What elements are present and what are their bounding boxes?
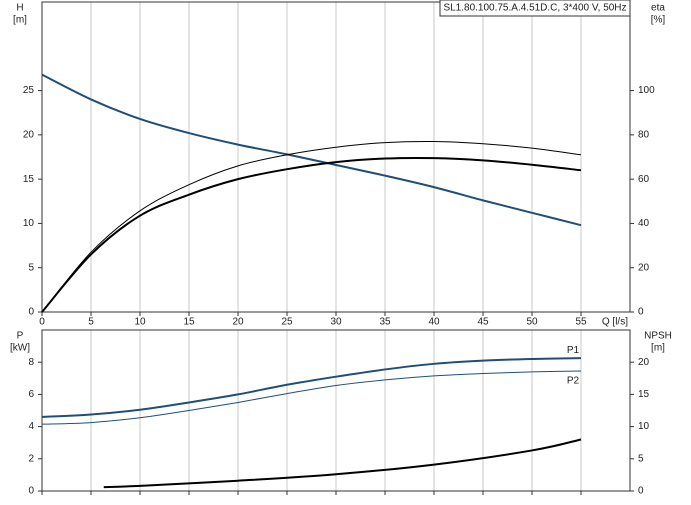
series-line [41,73,582,227]
x-axis-label: Q [l/s] [602,317,628,328]
x-tick-label: 30 [330,317,342,328]
x-tick-label: 5 [88,317,94,328]
y2-tick-label: 20 [638,357,650,368]
y2-tick-label: 0 [638,486,644,497]
y2-axis-unit: [m] [651,343,665,354]
y-tick-label: 8 [28,357,34,368]
y2-axis-label: NPSH [644,331,672,342]
y-tick-label: 5 [28,262,34,273]
y-axis-label: P [17,331,24,342]
y-tick-label: 2 [28,453,34,464]
series-line [41,357,582,418]
series-label: P2 [567,376,580,387]
plot-frame [41,329,631,492]
x-tick-label: 45 [477,317,489,328]
y2-tick-label: 0 [638,307,644,318]
x-tick-label: 40 [428,317,440,328]
series-line [41,156,582,313]
x-tick-label: 35 [379,317,391,328]
y2-axis-label: eta [651,3,665,14]
x-tick-label: 55 [575,317,587,328]
x-tick-label: 10 [134,317,146,328]
y2-axis-unit: [%] [651,15,666,26]
x-tick-label: 50 [526,317,538,328]
x-tick-label: 25 [281,317,293,328]
x-tick-label: 0 [39,317,45,328]
y2-tick-label: 80 [638,129,650,140]
series-line [103,438,582,489]
y2-tick-label: 40 [638,218,650,229]
y-axis-unit: [m] [13,15,27,26]
chart-title: SL1.80.100.75.A.4.51D.C, 3*400 V, 50Hz [443,3,626,14]
title-box [439,0,631,17]
series-label: P1 [567,345,580,356]
y-tick-label: 6 [28,389,34,400]
y-tick-label: 10 [23,218,35,229]
plot-frame [41,1,631,313]
y-tick-label: 0 [28,307,34,318]
series-line [41,370,582,425]
y-tick-label: 25 [23,85,35,96]
y-tick-label: 4 [28,421,34,432]
y2-tick-label: 100 [638,85,655,96]
y2-tick-label: 15 [638,389,650,400]
y2-tick-label: 5 [638,453,644,464]
series-line [41,140,582,313]
y-tick-label: 15 [23,174,35,185]
y2-tick-label: 20 [638,262,650,273]
y-tick-label: 20 [23,129,35,140]
x-tick-label: 20 [232,317,244,328]
x-tick-label: 15 [183,317,195,328]
y-axis-unit: [kW] [10,343,30,354]
y-axis-label: H [16,3,23,14]
y2-tick-label: 10 [638,421,650,432]
y-tick-label: 0 [28,486,34,497]
y2-tick-label: 60 [638,174,650,185]
